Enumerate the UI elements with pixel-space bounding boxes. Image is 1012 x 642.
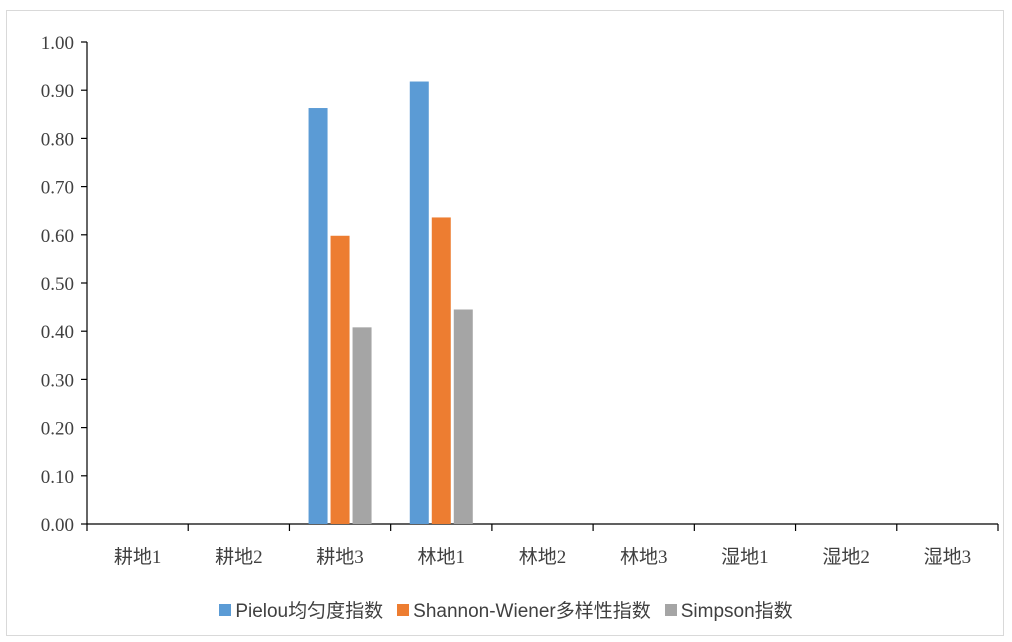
x-tick-label: 耕地2 [215, 546, 263, 568]
bar [308, 108, 328, 524]
legend-swatch [397, 603, 410, 616]
chart-frame [6, 10, 1004, 636]
x-tick-label: 湿地1 [721, 546, 769, 568]
x-tick-label: 林地3 [620, 546, 668, 568]
x-axis: 耕地1 耕地2 耕地3 林地1 林地2 林地3 湿地1 湿地2 湿地3 [86, 523, 999, 568]
x-tick-label: 林地1 [418, 546, 466, 568]
y-tick-label: 0.90 [41, 81, 74, 102]
legend-label: Shannon-Wiener多样性指数 [413, 601, 651, 622]
y-tick-label: 0.30 [41, 370, 74, 391]
y-tick-label: 0.40 [41, 322, 74, 343]
legend-label: Pielou均匀度指数 [235, 601, 384, 622]
y-tick-label: 0.00 [41, 515, 74, 536]
x-tick-label: 耕地1 [114, 546, 162, 568]
legend-item: Simpson指数 [664, 596, 793, 623]
bar [409, 81, 429, 525]
legend-swatch [664, 603, 677, 616]
bar [330, 235, 350, 524]
y-tick-label: 1.00 [41, 33, 74, 54]
x-tick-label: 耕地3 [316, 546, 364, 568]
y-tick-label: 0.10 [41, 467, 74, 488]
legend-swatch [219, 603, 232, 616]
x-tick-label: 湿地2 [822, 546, 870, 568]
legend-item: Pielou均匀度指数 [219, 596, 383, 623]
bar [453, 309, 473, 524]
bars [308, 81, 473, 525]
legend-label: Simpson指数 [680, 601, 793, 622]
x-tick-label: 湿地3 [924, 546, 972, 568]
y-tick-label: 0.70 [41, 178, 74, 199]
bar [352, 327, 372, 524]
y-axis: 0.00 0.10 0.20 0.30 0.40 0.50 0.60 0.70 0.80 0.90… [41, 33, 88, 536]
x-tick-label: 林地2 [519, 546, 567, 568]
y-tick-label: 0.60 [41, 226, 74, 247]
y-tick-label: 0.80 [41, 129, 74, 150]
bar [431, 217, 451, 524]
y-tick-label: 0.50 [41, 274, 74, 295]
legend: Pielou均匀度指数 Shannon-Wiener多样性指数 Simpson指数 [0, 596, 1012, 623]
y-tick-label: 0.20 [41, 419, 74, 440]
legend-item: Shannon-Wiener多样性指数 [397, 596, 651, 623]
